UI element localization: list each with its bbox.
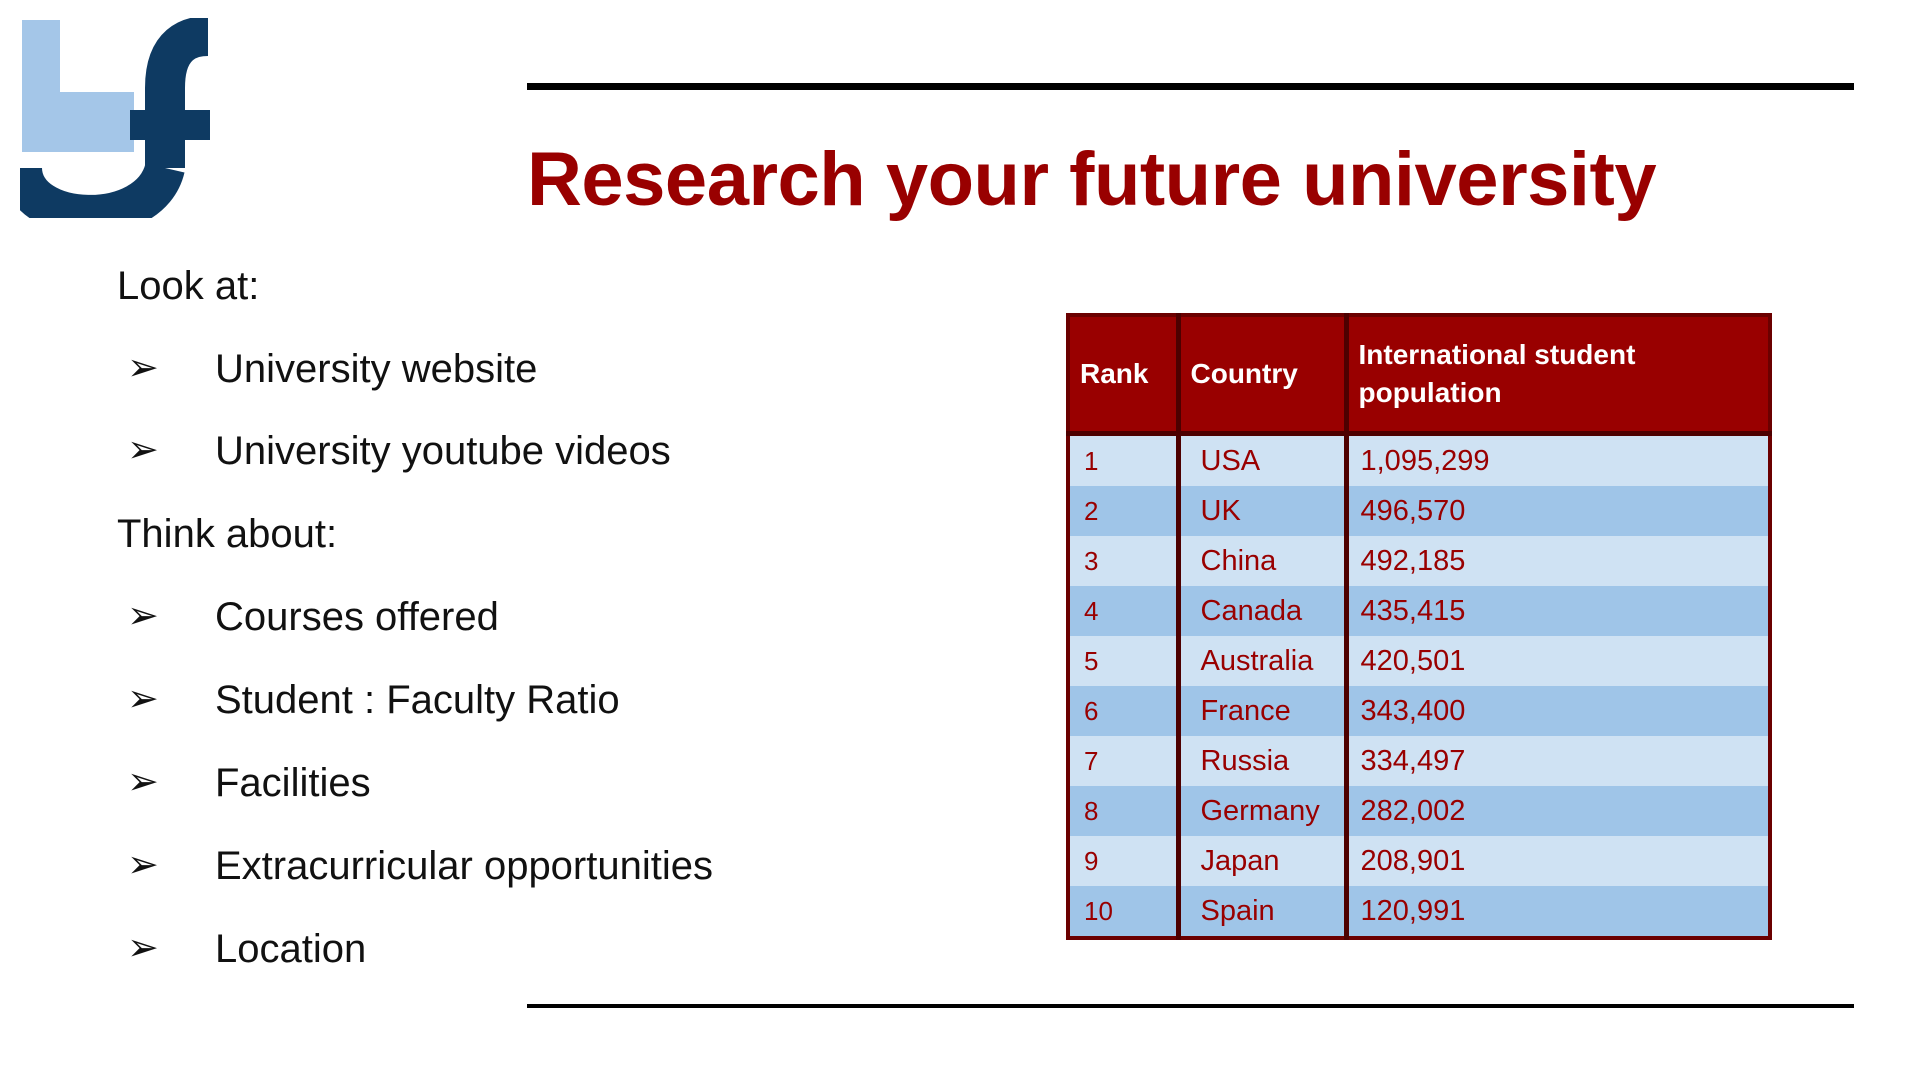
bottom-divider xyxy=(527,1004,1854,1008)
list-item-text: Location xyxy=(215,927,367,971)
country-cell: Canada xyxy=(1178,586,1349,636)
table-header-row: Rank Country International student popul… xyxy=(1068,315,1770,436)
arrow-bullet-icon: ➢ xyxy=(127,595,159,637)
rank-cell: 8 xyxy=(1068,786,1181,836)
table-row: 7 Russia 334,497 xyxy=(1068,736,1770,786)
list-item-text: Student : Faculty Ratio xyxy=(215,678,620,722)
list-item-text: Courses offered xyxy=(215,595,499,639)
population-cell: 435,415 xyxy=(1346,586,1770,636)
country-cell: USA xyxy=(1178,433,1349,486)
rank-cell: 3 xyxy=(1068,536,1181,586)
country-cell: France xyxy=(1178,686,1349,736)
arrow-bullet-icon: ➢ xyxy=(127,429,159,471)
population-cell: 334,497 xyxy=(1346,736,1770,786)
column-header-country: Country xyxy=(1178,315,1349,436)
list-item-text: Facilities xyxy=(215,761,371,805)
table-row: 6 France 343,400 xyxy=(1068,686,1770,736)
rank-cell: 10 xyxy=(1068,886,1181,938)
population-cell: 496,570 xyxy=(1346,486,1770,536)
country-cell: Australia xyxy=(1178,636,1349,686)
rank-cell: 6 xyxy=(1068,686,1181,736)
arrow-bullet-icon: ➢ xyxy=(127,347,159,389)
arrow-bullet-icon: ➢ xyxy=(127,927,159,969)
top-divider xyxy=(527,83,1854,90)
bf-logo xyxy=(20,18,210,218)
country-cell: Spain xyxy=(1178,886,1349,938)
rank-cell: 2 xyxy=(1068,486,1181,536)
rank-cell: 7 xyxy=(1068,736,1181,786)
column-header-rank: Rank xyxy=(1068,315,1181,436)
country-cell: UK xyxy=(1178,486,1349,536)
table-row: 1 USA 1,095,299 xyxy=(1068,433,1770,486)
country-cell: China xyxy=(1178,536,1349,586)
rank-cell: 9 xyxy=(1068,836,1181,886)
table-row: 3 China 492,185 xyxy=(1068,536,1770,586)
arrow-bullet-icon: ➢ xyxy=(127,761,159,803)
country-cell: Russia xyxy=(1178,736,1349,786)
population-cell: 208,901 xyxy=(1346,836,1770,886)
list-item-text: University youtube videos xyxy=(215,429,671,473)
slide-title: Research your future university xyxy=(527,137,1657,222)
list-item-text: University website xyxy=(215,347,538,391)
population-cell: 282,002 xyxy=(1346,786,1770,836)
country-cell: Japan xyxy=(1178,836,1349,886)
look-at-heading: Look at: xyxy=(117,264,260,308)
table-row: 10 Spain 120,991 xyxy=(1068,886,1770,938)
rank-cell: 4 xyxy=(1068,586,1181,636)
think-about-heading: Think about: xyxy=(117,512,338,556)
rank-cell: 5 xyxy=(1068,636,1181,686)
table-row: 5 Australia 420,501 xyxy=(1068,636,1770,686)
arrow-bullet-icon: ➢ xyxy=(127,844,159,886)
population-cell: 1,095,299 xyxy=(1346,433,1770,486)
list-item-text: Extracurricular opportunities xyxy=(215,844,713,888)
student-population-table: Rank Country International student popul… xyxy=(1066,313,1772,940)
table-row: 2 UK 496,570 xyxy=(1068,486,1770,536)
table-row: 8 Germany 282,002 xyxy=(1068,786,1770,836)
arrow-bullet-icon: ➢ xyxy=(127,678,159,720)
table-row: 4 Canada 435,415 xyxy=(1068,586,1770,636)
population-cell: 343,400 xyxy=(1346,686,1770,736)
population-cell: 492,185 xyxy=(1346,536,1770,586)
table-row: 9 Japan 208,901 xyxy=(1068,836,1770,886)
country-cell: Germany xyxy=(1178,786,1349,836)
rank-cell: 1 xyxy=(1068,433,1181,486)
population-cell: 120,991 xyxy=(1346,886,1770,938)
population-cell: 420,501 xyxy=(1346,636,1770,686)
column-header-population: International student population xyxy=(1346,315,1770,436)
